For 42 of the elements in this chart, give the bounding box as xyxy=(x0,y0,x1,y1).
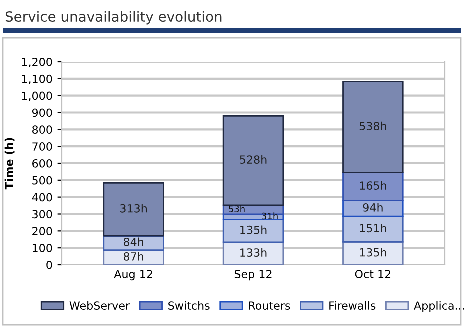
legend-label: Firewalls xyxy=(330,301,376,310)
data-label: 538h xyxy=(360,122,386,131)
data-label: 84h xyxy=(124,238,144,246)
y-tick-label: 1,100 xyxy=(22,74,52,84)
data-label: 313h xyxy=(120,204,147,213)
y-tick-label: 200 xyxy=(32,227,52,236)
data-label: 151h xyxy=(360,224,386,233)
y-tick-label: 800 xyxy=(32,126,52,134)
legend-label: Switchs xyxy=(168,301,210,310)
y-axis-title: Time (h) xyxy=(4,138,15,190)
legend-label: Routers xyxy=(249,302,290,310)
data-label: 94h xyxy=(363,203,383,212)
y-tick-label: 100 xyxy=(32,244,52,252)
y-tick-label: 1,000 xyxy=(22,92,52,102)
data-label: 133h xyxy=(240,248,267,257)
data-label: 528h xyxy=(240,155,267,164)
chart-title: Service unavailability evolution xyxy=(6,11,222,25)
y-tick-label: 500 xyxy=(32,176,52,185)
x-tick-label: Sep 12 xyxy=(234,270,272,281)
y-tick-label: 1,200 xyxy=(22,58,52,68)
bar xyxy=(342,172,404,202)
y-tick-label: 600 xyxy=(32,159,52,168)
legend-label: Applica... xyxy=(414,301,464,312)
legend-label: WebServer xyxy=(70,301,130,310)
y-tick-label: 300 xyxy=(32,210,52,219)
y-tick-label: 0 xyxy=(46,260,52,270)
data-label: 31h xyxy=(262,212,278,220)
x-tick-label: Aug 12 xyxy=(114,270,152,281)
y-tick-label: 900 xyxy=(32,108,52,118)
bar xyxy=(222,115,284,206)
data-label: 165h xyxy=(360,181,386,190)
data-label: 87h xyxy=(124,252,144,261)
bar xyxy=(103,182,164,237)
y-tick-label: 400 xyxy=(32,193,52,202)
bar xyxy=(342,216,404,243)
y-tick-label: 700 xyxy=(32,142,52,151)
data-label: 53h xyxy=(229,206,245,213)
data-label: 135h xyxy=(360,248,386,257)
bar xyxy=(342,81,404,174)
bar xyxy=(222,242,284,265)
data-label: 135h xyxy=(240,226,267,234)
x-tick-label: Oct 12 xyxy=(355,270,391,278)
